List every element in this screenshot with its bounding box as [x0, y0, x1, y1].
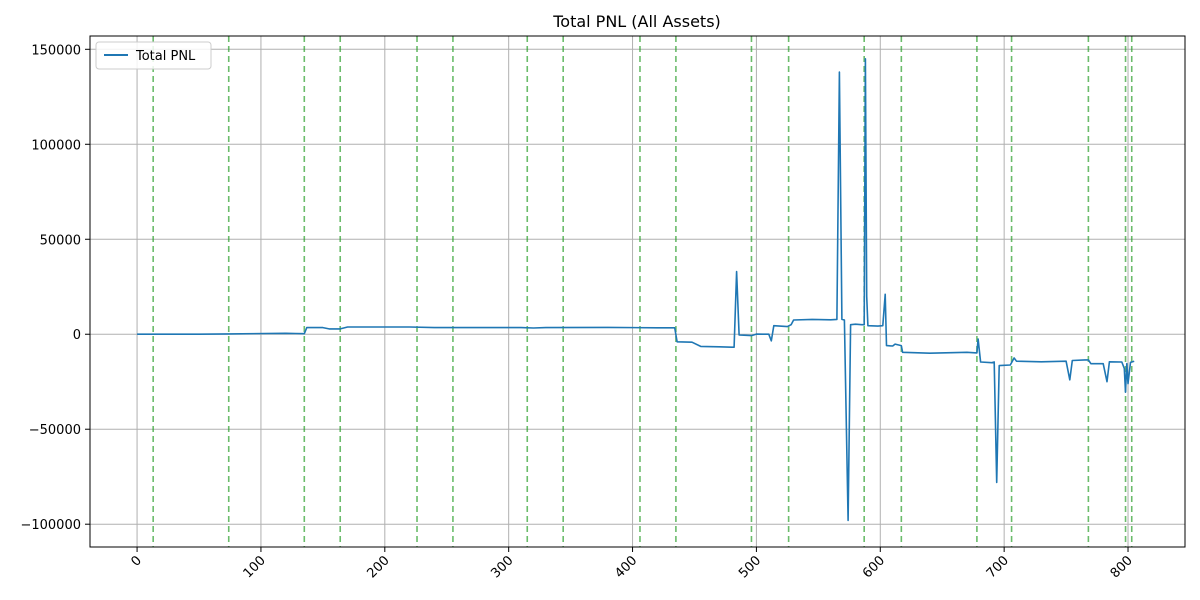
y-tick-label: 150000 [31, 43, 81, 58]
grid [90, 36, 1185, 547]
y-tick-label: 100000 [31, 138, 81, 153]
vertical-markers [152, 36, 1133, 547]
y-tick-label: 50000 [40, 233, 81, 248]
series-line-total-pnl [137, 58, 1135, 522]
y-axis-ticks: −100000 −50000 0 50000 100000 150000 [20, 43, 90, 533]
series-layer [137, 58, 1135, 522]
y-tick-label: −50000 [29, 423, 81, 438]
chart-title: Total PNL (All Assets) [552, 12, 721, 31]
legend-box [95, 41, 212, 70]
legend: Total PNL [95, 41, 212, 70]
legend-label-total-pnl: Total PNL [135, 49, 196, 64]
plot-frame [89, 35, 1186, 548]
y-tick-label: 0 [73, 328, 81, 343]
y-tick-label: −100000 [20, 518, 81, 533]
